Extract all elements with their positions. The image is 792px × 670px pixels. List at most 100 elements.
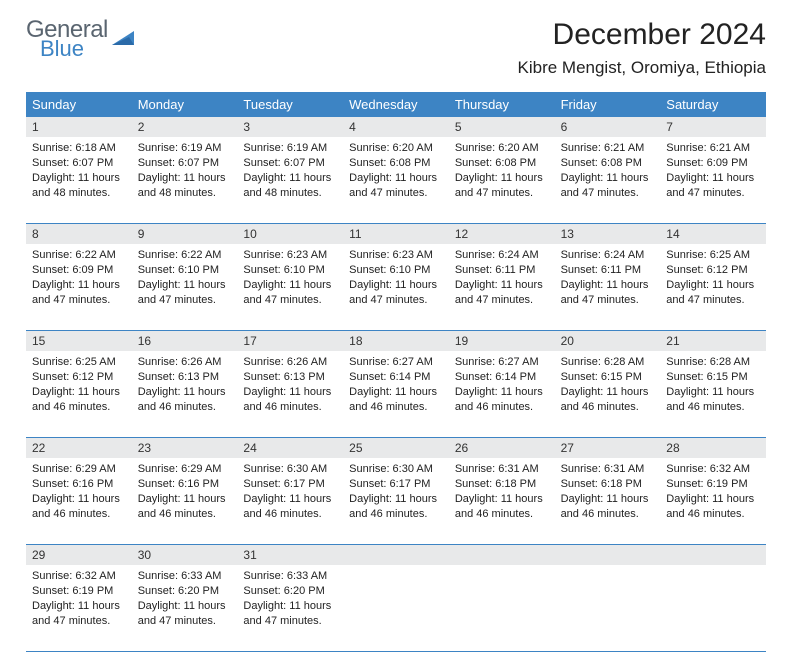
day-number: 1 xyxy=(26,117,132,137)
day-info: Sunrise: 6:24 AMSunset: 6:11 PMDaylight:… xyxy=(561,248,655,307)
weekday-label: Friday xyxy=(555,92,661,117)
month-title: December 2024 xyxy=(518,18,767,52)
day-info: Sunrise: 6:28 AMSunset: 6:15 PMDaylight:… xyxy=(561,355,655,414)
calendar-cell: Sunrise: 6:27 AMSunset: 6:14 PMDaylight:… xyxy=(449,351,555,437)
day-info: Sunrise: 6:22 AMSunset: 6:09 PMDaylight:… xyxy=(32,248,126,307)
day-number: 18 xyxy=(343,331,449,351)
calendar-cell: Sunrise: 6:18 AMSunset: 6:07 PMDaylight:… xyxy=(26,137,132,223)
calendar-cell: Sunrise: 6:32 AMSunset: 6:19 PMDaylight:… xyxy=(26,565,132,651)
calendar-cell: Sunrise: 6:22 AMSunset: 6:10 PMDaylight:… xyxy=(132,244,238,330)
calendar-cell: Sunrise: 6:19 AMSunset: 6:07 PMDaylight:… xyxy=(132,137,238,223)
logo-word-blue: Blue xyxy=(40,38,108,60)
day-info: Sunrise: 6:31 AMSunset: 6:18 PMDaylight:… xyxy=(561,462,655,521)
day-number: 31 xyxy=(237,545,343,565)
calendar-cell: Sunrise: 6:31 AMSunset: 6:18 PMDaylight:… xyxy=(449,458,555,544)
calendar-weekday-header: Sunday Monday Tuesday Wednesday Thursday… xyxy=(26,92,766,117)
calendar-cell xyxy=(555,565,661,651)
calendar-cell: Sunrise: 6:33 AMSunset: 6:20 PMDaylight:… xyxy=(132,565,238,651)
day-number: 12 xyxy=(449,224,555,244)
day-number: 28 xyxy=(660,438,766,458)
day-number: 10 xyxy=(237,224,343,244)
calendar-cell: Sunrise: 6:28 AMSunset: 6:15 PMDaylight:… xyxy=(555,351,661,437)
calendar-cell xyxy=(449,565,555,651)
day-number: 30 xyxy=(132,545,238,565)
day-info: Sunrise: 6:28 AMSunset: 6:15 PMDaylight:… xyxy=(666,355,760,414)
calendar-cell: Sunrise: 6:23 AMSunset: 6:10 PMDaylight:… xyxy=(343,244,449,330)
day-number: 7 xyxy=(660,117,766,137)
logo-triangle-icon xyxy=(112,27,138,52)
day-number: 14 xyxy=(660,224,766,244)
day-info: Sunrise: 6:32 AMSunset: 6:19 PMDaylight:… xyxy=(666,462,760,521)
day-info: Sunrise: 6:23 AMSunset: 6:10 PMDaylight:… xyxy=(349,248,443,307)
day-number: 3 xyxy=(237,117,343,137)
calendar-cell: Sunrise: 6:25 AMSunset: 6:12 PMDaylight:… xyxy=(660,244,766,330)
calendar-cell: Sunrise: 6:27 AMSunset: 6:14 PMDaylight:… xyxy=(343,351,449,437)
calendar-cell: Sunrise: 6:22 AMSunset: 6:09 PMDaylight:… xyxy=(26,244,132,330)
day-number: 26 xyxy=(449,438,555,458)
day-info: Sunrise: 6:30 AMSunset: 6:17 PMDaylight:… xyxy=(243,462,337,521)
calendar-cell: Sunrise: 6:33 AMSunset: 6:20 PMDaylight:… xyxy=(237,565,343,651)
day-info: Sunrise: 6:19 AMSunset: 6:07 PMDaylight:… xyxy=(243,141,337,200)
calendar-cell: Sunrise: 6:24 AMSunset: 6:11 PMDaylight:… xyxy=(555,244,661,330)
day-info: Sunrise: 6:29 AMSunset: 6:16 PMDaylight:… xyxy=(138,462,232,521)
location-subtitle: Kibre Mengist, Oromiya, Ethiopia xyxy=(518,58,767,78)
day-number: 13 xyxy=(555,224,661,244)
day-info: Sunrise: 6:21 AMSunset: 6:08 PMDaylight:… xyxy=(561,141,655,200)
weekday-label: Wednesday xyxy=(343,92,449,117)
day-number: 25 xyxy=(343,438,449,458)
day-info: Sunrise: 6:27 AMSunset: 6:14 PMDaylight:… xyxy=(455,355,549,414)
calendar-cell: Sunrise: 6:30 AMSunset: 6:17 PMDaylight:… xyxy=(343,458,449,544)
day-info: Sunrise: 6:26 AMSunset: 6:13 PMDaylight:… xyxy=(243,355,337,414)
day-number: 15 xyxy=(26,331,132,351)
weekday-label: Thursday xyxy=(449,92,555,117)
weekday-label: Monday xyxy=(132,92,238,117)
day-number xyxy=(555,545,661,565)
day-info: Sunrise: 6:20 AMSunset: 6:08 PMDaylight:… xyxy=(455,141,549,200)
day-info: Sunrise: 6:30 AMSunset: 6:17 PMDaylight:… xyxy=(349,462,443,521)
day-info: Sunrise: 6:33 AMSunset: 6:20 PMDaylight:… xyxy=(138,569,232,628)
day-info: Sunrise: 6:25 AMSunset: 6:12 PMDaylight:… xyxy=(666,248,760,307)
day-number: 23 xyxy=(132,438,238,458)
calendar-cell: Sunrise: 6:31 AMSunset: 6:18 PMDaylight:… xyxy=(555,458,661,544)
calendar-cell: Sunrise: 6:19 AMSunset: 6:07 PMDaylight:… xyxy=(237,137,343,223)
calendar-cell: Sunrise: 6:20 AMSunset: 6:08 PMDaylight:… xyxy=(449,137,555,223)
calendar-cell xyxy=(343,565,449,651)
day-info: Sunrise: 6:20 AMSunset: 6:08 PMDaylight:… xyxy=(349,141,443,200)
day-info: Sunrise: 6:26 AMSunset: 6:13 PMDaylight:… xyxy=(138,355,232,414)
weekday-label: Saturday xyxy=(660,92,766,117)
day-number xyxy=(660,545,766,565)
calendar-cell: Sunrise: 6:25 AMSunset: 6:12 PMDaylight:… xyxy=(26,351,132,437)
title-block: December 2024 Kibre Mengist, Oromiya, Et… xyxy=(518,18,767,78)
calendar-cell: Sunrise: 6:21 AMSunset: 6:08 PMDaylight:… xyxy=(555,137,661,223)
day-info: Sunrise: 6:33 AMSunset: 6:20 PMDaylight:… xyxy=(243,569,337,628)
day-number: 5 xyxy=(449,117,555,137)
calendar-cell: Sunrise: 6:28 AMSunset: 6:15 PMDaylight:… xyxy=(660,351,766,437)
page-header: General Blue December 2024 Kibre Mengist… xyxy=(26,18,766,78)
day-number: 21 xyxy=(660,331,766,351)
day-number: 4 xyxy=(343,117,449,137)
weekday-label: Sunday xyxy=(26,92,132,117)
day-info: Sunrise: 6:31 AMSunset: 6:18 PMDaylight:… xyxy=(455,462,549,521)
calendar-cell: Sunrise: 6:30 AMSunset: 6:17 PMDaylight:… xyxy=(237,458,343,544)
day-number: 8 xyxy=(26,224,132,244)
calendar-body: 1234567Sunrise: 6:18 AMSunset: 6:07 PMDa… xyxy=(26,117,766,652)
day-number: 9 xyxy=(132,224,238,244)
day-number: 16 xyxy=(132,331,238,351)
calendar-cell: Sunrise: 6:23 AMSunset: 6:10 PMDaylight:… xyxy=(237,244,343,330)
calendar-cell: Sunrise: 6:24 AMSunset: 6:11 PMDaylight:… xyxy=(449,244,555,330)
day-info: Sunrise: 6:24 AMSunset: 6:11 PMDaylight:… xyxy=(455,248,549,307)
calendar-cell: Sunrise: 6:32 AMSunset: 6:19 PMDaylight:… xyxy=(660,458,766,544)
day-info: Sunrise: 6:32 AMSunset: 6:19 PMDaylight:… xyxy=(32,569,126,628)
calendar-cell: Sunrise: 6:20 AMSunset: 6:08 PMDaylight:… xyxy=(343,137,449,223)
calendar-cell: Sunrise: 6:26 AMSunset: 6:13 PMDaylight:… xyxy=(132,351,238,437)
day-number: 22 xyxy=(26,438,132,458)
day-info: Sunrise: 6:27 AMSunset: 6:14 PMDaylight:… xyxy=(349,355,443,414)
calendar-cell: Sunrise: 6:21 AMSunset: 6:09 PMDaylight:… xyxy=(660,137,766,223)
day-number: 24 xyxy=(237,438,343,458)
day-info: Sunrise: 6:22 AMSunset: 6:10 PMDaylight:… xyxy=(138,248,232,307)
day-number: 20 xyxy=(555,331,661,351)
weekday-label: Tuesday xyxy=(237,92,343,117)
day-number: 11 xyxy=(343,224,449,244)
calendar-cell: Sunrise: 6:29 AMSunset: 6:16 PMDaylight:… xyxy=(26,458,132,544)
day-number: 19 xyxy=(449,331,555,351)
